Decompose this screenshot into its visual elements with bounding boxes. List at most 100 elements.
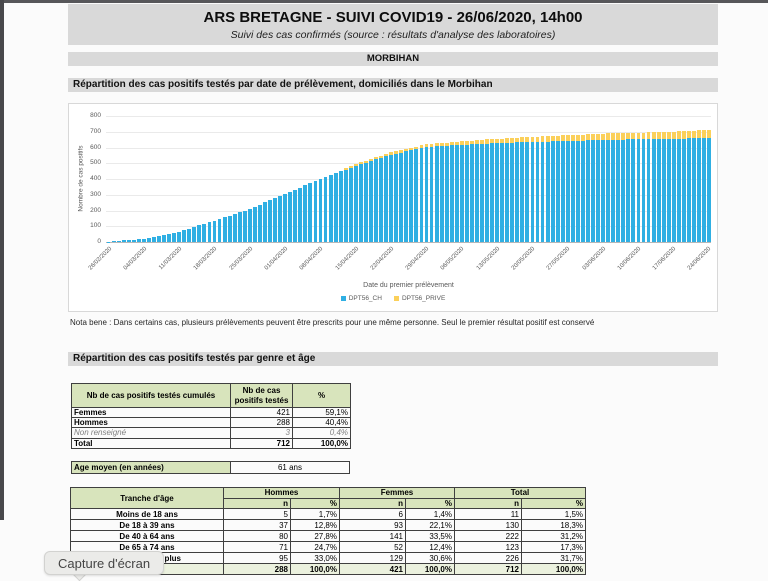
row-value: 27,8%	[291, 531, 340, 542]
bar-segment-ch	[248, 209, 252, 242]
bar-segment-ch	[525, 142, 529, 242]
bar-segment-ch	[621, 140, 625, 242]
bar-segment-ch	[132, 240, 136, 242]
bar-segment-ch	[435, 146, 439, 242]
bar	[157, 116, 161, 242]
bar-segment-ch	[308, 183, 312, 242]
bar-segment-ch	[616, 140, 620, 242]
subheader-pct: %	[522, 499, 586, 509]
age-header-hommes: Hommes	[224, 488, 340, 499]
bar-segment-ch	[692, 138, 696, 242]
bar-segment-ch	[339, 171, 343, 242]
bar-segment-ch	[409, 150, 413, 242]
bar-segment-ch	[515, 142, 519, 242]
bar-segment-ch	[536, 142, 540, 242]
bar-segment-prive	[657, 132, 661, 139]
nota-bene: Nota bene : Dans certains cas, plusieurs…	[70, 318, 594, 327]
bar-segment-ch	[485, 144, 489, 242]
bar	[637, 116, 641, 242]
bar	[314, 116, 318, 242]
bar	[596, 116, 600, 242]
bar-segment-ch	[288, 192, 292, 242]
bar-segment-ch	[293, 190, 297, 242]
bar	[213, 116, 217, 242]
bar	[445, 116, 449, 242]
bar	[470, 116, 474, 242]
bar	[334, 116, 338, 242]
bar-segment-ch	[677, 139, 681, 242]
bar	[202, 116, 206, 242]
row-value: 421	[340, 564, 406, 575]
bar-segment-ch	[238, 212, 242, 242]
bar-segment-ch	[606, 140, 610, 242]
row-value: 123	[455, 542, 522, 553]
bar	[525, 116, 529, 242]
y-tick-label: 500	[73, 159, 101, 166]
row-value: 80	[224, 531, 291, 542]
bar	[379, 116, 383, 242]
bar-segment-ch	[551, 141, 555, 242]
bar	[243, 116, 247, 242]
bar	[556, 116, 560, 242]
bar	[248, 116, 252, 242]
bar	[520, 116, 524, 242]
bar-segment-prive	[702, 130, 706, 138]
bar-segment-ch	[631, 139, 635, 242]
bar	[616, 116, 620, 242]
bar	[147, 116, 151, 242]
bar-segment-prive	[621, 133, 625, 140]
legend-item: DPT56_PRIVE	[394, 295, 445, 302]
row-value: 71	[224, 542, 291, 553]
bar-segment-ch	[404, 151, 408, 242]
table-row: Age moyen (en années) 61 ans	[72, 462, 350, 474]
row-value: 1,7%	[291, 509, 340, 520]
y-tick-label: 400	[73, 175, 101, 182]
bar	[621, 116, 625, 242]
bar-segment-ch	[430, 147, 434, 242]
bar-segment-ch	[187, 229, 191, 242]
bar	[384, 116, 388, 242]
y-tick-label: 100	[73, 222, 101, 229]
bar-segment-prive	[682, 131, 686, 138]
bar-segment-ch	[223, 217, 227, 242]
y-tick-label: 300	[73, 191, 101, 198]
subheader-pct: %	[291, 499, 340, 509]
bar	[631, 116, 635, 242]
bar-segment-ch	[192, 227, 196, 242]
bar-segment-prive	[707, 130, 711, 138]
bar	[425, 116, 429, 242]
bar-segment-ch	[258, 205, 262, 242]
bar-segment-prive	[697, 130, 701, 138]
bar-segment-ch	[546, 142, 550, 242]
row-value: 1,4%	[406, 509, 455, 520]
bar	[399, 116, 403, 242]
bar-segment-ch	[450, 145, 454, 242]
bar	[364, 116, 368, 242]
bar	[359, 116, 363, 242]
bar-segment-ch	[576, 141, 580, 242]
row-value: 22,1%	[406, 520, 455, 531]
row-value: 12,4%	[406, 542, 455, 553]
y-tick-label: 600	[73, 144, 101, 151]
bar-segment-ch	[414, 149, 418, 242]
bar	[354, 116, 358, 242]
bar-segment-ch	[601, 140, 605, 242]
age-header-tranche: Tranche d'âge	[71, 488, 224, 509]
row-value: 33,0%	[291, 553, 340, 564]
bar-segment-ch	[667, 139, 671, 242]
bar-segment-ch	[253, 207, 257, 242]
genre-table: Nb de cas positifs testés cumulés Nb de …	[71, 383, 351, 449]
bar-segment-ch	[177, 232, 181, 242]
bar-segment-ch	[611, 140, 615, 242]
bar-segment-ch	[349, 168, 353, 242]
screen-edge-left	[0, 0, 4, 520]
bar-segment-ch	[500, 143, 504, 242]
bar	[642, 116, 646, 242]
bar-segment-ch	[707, 138, 711, 242]
bar	[707, 116, 711, 242]
bar-segment-prive	[626, 133, 630, 140]
row-n: 712	[231, 438, 293, 448]
bar-segment-ch	[172, 233, 176, 242]
bar	[278, 116, 282, 242]
bar-segment-ch	[162, 235, 166, 242]
